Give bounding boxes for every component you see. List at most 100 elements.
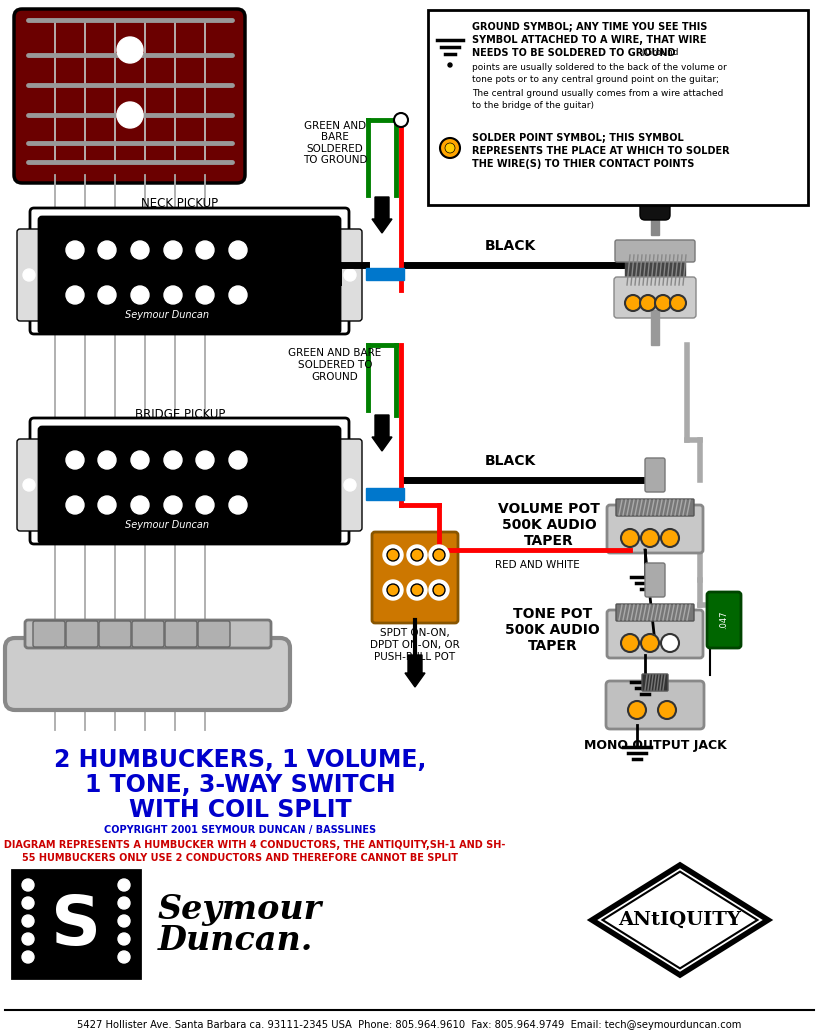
Circle shape: [387, 584, 399, 596]
Circle shape: [98, 451, 116, 469]
Text: to the bridge of the guitar): to the bridge of the guitar): [472, 102, 594, 111]
Text: Duncan.: Duncan.: [158, 923, 314, 956]
Circle shape: [66, 496, 84, 514]
Text: WITH COIL SPLIT: WITH COIL SPLIT: [129, 798, 351, 822]
FancyBboxPatch shape: [606, 681, 704, 729]
FancyArrow shape: [405, 655, 425, 687]
Circle shape: [131, 286, 149, 304]
FancyBboxPatch shape: [607, 610, 703, 658]
FancyBboxPatch shape: [132, 621, 164, 648]
Circle shape: [661, 634, 679, 652]
Text: GREEN AND BARE
SOLDERED TO
GROUND: GREEN AND BARE SOLDERED TO GROUND: [288, 348, 382, 381]
Text: VOLUME POT
500K AUDIO
TAPER: VOLUME POT 500K AUDIO TAPER: [498, 501, 600, 548]
FancyBboxPatch shape: [642, 674, 668, 691]
Text: S: S: [51, 892, 101, 958]
FancyBboxPatch shape: [198, 621, 230, 648]
Text: Seymour: Seymour: [158, 893, 322, 926]
FancyBboxPatch shape: [616, 604, 694, 621]
Text: BRIDGE PICKUP: BRIDGE PICKUP: [135, 408, 225, 421]
Text: The central ground usually comes from a wire attached: The central ground usually comes from a …: [472, 88, 723, 97]
FancyBboxPatch shape: [645, 458, 665, 492]
Circle shape: [411, 584, 423, 596]
Circle shape: [22, 933, 34, 945]
Text: 55 HUMBUCKERS ONLY USE 2 CONDUCTORS AND THEREFORE CANNOT BE SPLIT: 55 HUMBUCKERS ONLY USE 2 CONDUCTORS AND …: [22, 853, 458, 863]
Text: (Ground: (Ground: [636, 49, 678, 58]
Circle shape: [383, 545, 403, 565]
Text: NEEDS TO BE SOLDERED TO GROUND: NEEDS TO BE SOLDERED TO GROUND: [472, 48, 676, 58]
Text: Seymour Duncan: Seymour Duncan: [125, 310, 209, 320]
Circle shape: [98, 241, 116, 259]
Bar: [12, 870, 140, 978]
FancyBboxPatch shape: [338, 439, 362, 531]
Text: Seymour Duncan: Seymour Duncan: [125, 520, 209, 530]
FancyBboxPatch shape: [165, 621, 197, 648]
Circle shape: [131, 496, 149, 514]
Circle shape: [66, 241, 84, 259]
Circle shape: [661, 529, 679, 547]
Bar: [366, 488, 404, 500]
Text: GROUND SYMBOL; ANY TIME YOU SEE THIS: GROUND SYMBOL; ANY TIME YOU SEE THIS: [472, 22, 708, 32]
Text: .047: .047: [720, 611, 728, 629]
Circle shape: [196, 451, 214, 469]
FancyBboxPatch shape: [17, 439, 41, 531]
Circle shape: [394, 113, 408, 127]
FancyBboxPatch shape: [99, 621, 131, 648]
Text: RED AND WHITE
SOLDERED
TOGETHER AND
INSULATED: RED AND WHITE SOLDERED TOGETHER AND INSU…: [440, 152, 525, 198]
FancyArrow shape: [372, 197, 392, 233]
Circle shape: [641, 634, 659, 652]
Bar: [651, 310, 659, 345]
Circle shape: [22, 879, 34, 891]
FancyBboxPatch shape: [645, 563, 665, 597]
Circle shape: [229, 286, 247, 304]
FancyBboxPatch shape: [30, 208, 349, 334]
Text: ANtIQUITY: ANtIQUITY: [618, 911, 741, 929]
Circle shape: [628, 701, 646, 719]
Circle shape: [440, 138, 460, 159]
Circle shape: [98, 496, 116, 514]
Circle shape: [118, 915, 130, 927]
Circle shape: [344, 269, 356, 281]
Text: SYMBOL ATTACHED TO A WIRE, THAT WIRE: SYMBOL ATTACHED TO A WIRE, THAT WIRE: [472, 35, 707, 45]
Text: SPDT ON-ON,
DPDT ON-ON, OR
PUSH-PULL POT: SPDT ON-ON, DPDT ON-ON, OR PUSH-PULL POT: [370, 629, 460, 662]
Text: MONO OUTPUT JACK: MONO OUTPUT JACK: [584, 739, 726, 751]
FancyArrow shape: [372, 415, 392, 451]
FancyBboxPatch shape: [616, 499, 694, 516]
Text: 5427 Hollister Ave. Santa Barbara ca. 93111-2345 USA  Phone: 805.964.9610  Fax: : 5427 Hollister Ave. Santa Barbara ca. 93…: [77, 1020, 741, 1030]
Circle shape: [118, 951, 130, 963]
Circle shape: [66, 286, 84, 304]
Circle shape: [625, 295, 641, 311]
Text: REPRESENTS THE PLACE AT WHICH TO SOLDER: REPRESENTS THE PLACE AT WHICH TO SOLDER: [472, 146, 730, 156]
FancyBboxPatch shape: [607, 505, 703, 553]
Text: THE WIRE(S) TO THIER CONTACT POINTS: THE WIRE(S) TO THIER CONTACT POINTS: [472, 159, 695, 169]
Circle shape: [641, 529, 659, 547]
Circle shape: [22, 951, 34, 963]
Circle shape: [164, 241, 182, 259]
Circle shape: [429, 545, 449, 565]
Text: SOLDER POINT SYMBOL; THIS SYMBOL: SOLDER POINT SYMBOL; THIS SYMBOL: [472, 133, 684, 143]
Circle shape: [66, 451, 84, 469]
Circle shape: [344, 479, 356, 491]
FancyBboxPatch shape: [66, 621, 98, 648]
Circle shape: [23, 269, 35, 281]
Bar: [428, 10, 808, 205]
Text: BLACK: BLACK: [484, 454, 536, 468]
Circle shape: [164, 496, 182, 514]
Text: COPYRIGHT 2001 SEYMOUR DUNCAN / BASSLINES: COPYRIGHT 2001 SEYMOUR DUNCAN / BASSLINE…: [104, 825, 376, 835]
Text: GREEN AND
BARE
SOLDERED
TO GROUND: GREEN AND BARE SOLDERED TO GROUND: [303, 120, 367, 166]
Circle shape: [655, 295, 671, 311]
Circle shape: [640, 295, 656, 311]
Circle shape: [621, 634, 639, 652]
Circle shape: [196, 286, 214, 304]
Circle shape: [229, 451, 247, 469]
Circle shape: [98, 286, 116, 304]
Text: THIS DIAGRAM REPRESENTS A HUMBUCKER WITH 4 CONDUCTORS, THE ANTIQUITY,SH-1 AND SH: THIS DIAGRAM REPRESENTS A HUMBUCKER WITH…: [0, 840, 505, 850]
FancyBboxPatch shape: [33, 621, 65, 648]
Circle shape: [196, 241, 214, 259]
Circle shape: [433, 549, 445, 562]
Circle shape: [407, 580, 427, 600]
FancyBboxPatch shape: [5, 638, 290, 710]
Circle shape: [229, 241, 247, 259]
Bar: [625, 255, 685, 285]
Circle shape: [411, 549, 423, 562]
Circle shape: [118, 897, 130, 909]
